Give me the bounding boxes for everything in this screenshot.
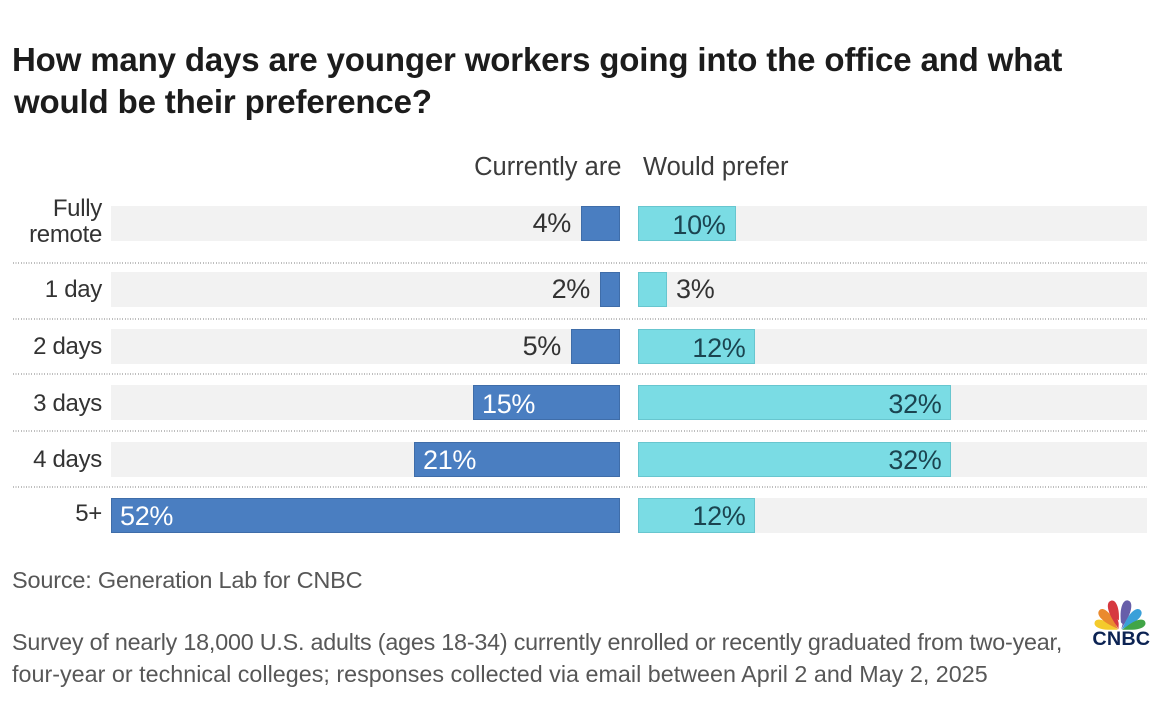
svg-text:CNBC: CNBC <box>1092 628 1150 650</box>
